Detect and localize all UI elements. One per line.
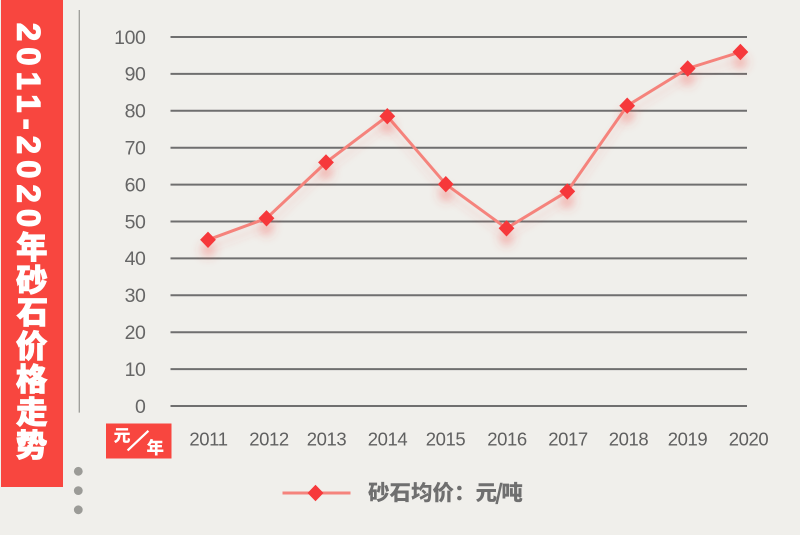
svg-text:90: 90 (125, 64, 146, 86)
svg-text:2013: 2013 (307, 429, 347, 450)
svg-text:2020: 2020 (729, 429, 769, 450)
svg-text:50: 50 (125, 211, 146, 233)
svg-text:10: 10 (125, 359, 146, 381)
svg-text:2014: 2014 (368, 429, 408, 450)
svg-text:20: 20 (125, 322, 146, 344)
svg-text:80: 80 (125, 101, 146, 123)
svg-text:2017: 2017 (548, 429, 588, 450)
svg-text:2011: 2011 (189, 429, 227, 450)
svg-text:2016: 2016 (487, 429, 527, 450)
svg-text:30: 30 (125, 285, 146, 307)
svg-text:2012: 2012 (249, 429, 289, 450)
svg-text:0: 0 (135, 396, 146, 418)
svg-text:60: 60 (125, 174, 146, 196)
svg-text:2019: 2019 (668, 429, 708, 450)
svg-text:2015: 2015 (426, 429, 466, 450)
svg-text:2011-2020: 2011-2020 (11, 23, 47, 233)
svg-text:40: 40 (125, 248, 146, 270)
svg-text:100: 100 (114, 27, 146, 49)
svg-text:70: 70 (125, 138, 146, 160)
svg-text:2018: 2018 (609, 429, 649, 450)
